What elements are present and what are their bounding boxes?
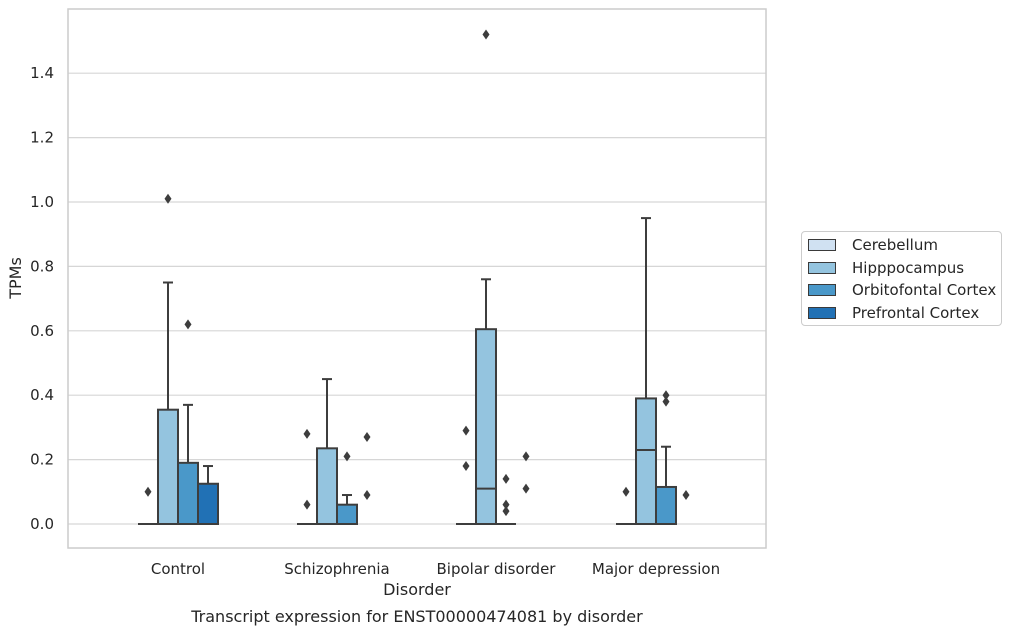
outlier-marker bbox=[462, 461, 470, 472]
legend-label-cerebellum: Cerebellum bbox=[852, 236, 938, 254]
box-plot-series bbox=[138, 217, 677, 526]
outlier-marker bbox=[363, 432, 371, 443]
outlier-marker bbox=[184, 319, 192, 330]
y-tick-label: 0.2 bbox=[30, 451, 54, 469]
y-tick-label: 0.6 bbox=[30, 322, 54, 340]
box-orbitofontal-cortex bbox=[177, 403, 199, 526]
outlier-marker bbox=[462, 425, 470, 436]
x-tick-label: Schizophrenia bbox=[284, 560, 389, 578]
outlier-marker bbox=[343, 451, 351, 462]
legend-swatch-prefrontal bbox=[808, 307, 836, 319]
x-tick-labels: Control Schizophrenia Bipolar disorder Majo… bbox=[151, 560, 720, 578]
outlier-marker bbox=[303, 428, 311, 439]
outlier-marker bbox=[522, 483, 530, 494]
outlier-marker bbox=[622, 486, 630, 497]
grid-lines bbox=[68, 72, 766, 525]
y-tick-labels: 0.0 0.2 0.4 0.6 0.8 1.0 1.2 1.4 bbox=[30, 64, 54, 533]
box-iqr bbox=[336, 503, 358, 525]
x-tick-label: Control bbox=[151, 560, 205, 578]
outlier-marker bbox=[482, 29, 490, 40]
box-hipppocampus bbox=[316, 378, 338, 525]
x-tick-label: Bipolar disorder bbox=[437, 560, 557, 578]
y-tick-label: 0.0 bbox=[30, 515, 54, 533]
box-prefrontal-cortex bbox=[197, 465, 219, 525]
box-iqr bbox=[475, 328, 497, 525]
outlier-marker bbox=[522, 451, 530, 462]
box-hipppocampus bbox=[635, 217, 657, 526]
y-tick-label: 0.4 bbox=[30, 386, 54, 404]
box-iqr bbox=[157, 408, 179, 525]
legend-swatch-cerebellum bbox=[808, 239, 836, 251]
box-iqr bbox=[197, 482, 219, 525]
outlier-marker bbox=[502, 499, 510, 510]
box-orbitofontal-cortex bbox=[336, 494, 358, 525]
legend-label-prefrontal: Prefrontal Cortex bbox=[852, 304, 980, 322]
box-iqr bbox=[635, 397, 657, 526]
outlier-marker bbox=[164, 193, 172, 204]
plot-area-frame bbox=[67, 8, 767, 549]
box-orbitofontal-cortex bbox=[655, 445, 677, 525]
box-iqr bbox=[177, 461, 199, 526]
legend-swatch-hippocampus bbox=[808, 262, 836, 274]
y-tick-label: 1.4 bbox=[30, 64, 54, 82]
legend-swatch-orbitofrontal bbox=[808, 284, 836, 296]
box-iqr bbox=[655, 485, 677, 525]
outlier-marker bbox=[303, 499, 311, 510]
y-tick-label: 1.0 bbox=[30, 193, 54, 211]
x-axis-label: Disorder bbox=[383, 580, 451, 599]
y-axis-label: TPMs bbox=[6, 257, 25, 300]
outlier-points bbox=[144, 29, 690, 517]
box-hipppocampus bbox=[157, 281, 179, 525]
box-iqr bbox=[316, 447, 338, 525]
legend-item-prefrontal: Prefrontal Cortex bbox=[808, 303, 979, 323]
outlier-marker bbox=[502, 473, 510, 484]
x-tick-label: Major depression bbox=[592, 560, 720, 578]
legend-item-orbitofrontal: Orbitofontal Cortex bbox=[808, 280, 996, 300]
outlier-marker bbox=[363, 490, 371, 501]
box-hipppocampus bbox=[475, 278, 497, 525]
outlier-marker bbox=[502, 506, 510, 517]
legend: Cerebellum Hipppocampus Orbitofontal Cor… bbox=[801, 231, 1002, 326]
outlier-marker bbox=[682, 490, 690, 501]
legend-item-cerebellum: Cerebellum bbox=[808, 235, 938, 255]
legend-item-hippocampus: Hipppocampus bbox=[808, 258, 964, 278]
outlier-marker bbox=[144, 486, 152, 497]
y-tick-label: 0.8 bbox=[30, 257, 54, 275]
outlier-marker bbox=[662, 396, 670, 407]
legend-label-hippocampus: Hipppocampus bbox=[852, 259, 965, 277]
outlier-marker bbox=[662, 390, 670, 401]
chart-title: Transcript expression for ENST0000047408… bbox=[190, 607, 643, 626]
y-tick-label: 1.2 bbox=[30, 129, 54, 147]
legend-label-orbitofrontal: Orbitofontal Cortex bbox=[852, 281, 997, 299]
